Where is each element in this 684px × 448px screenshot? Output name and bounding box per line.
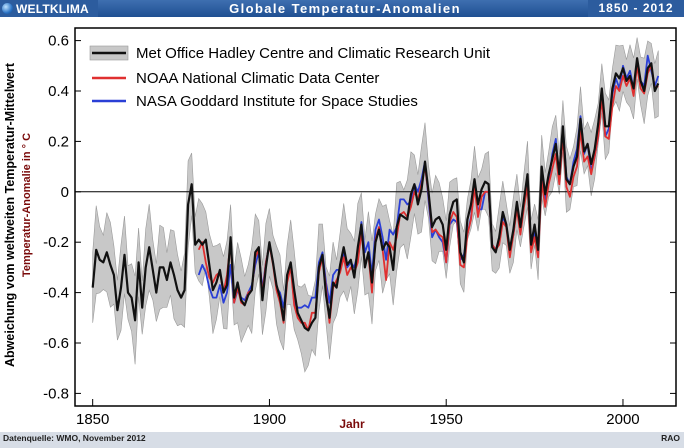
temperature-anomaly-chart: 0.6 0.4 0.2 0 -0.2 -0.4 -0.6 -0.8 1850 1900 1950 20… (3, 27, 677, 431)
y-tick-label: 0 (61, 184, 69, 201)
series-line-hadley (91, 57, 660, 332)
brand-label: WELTKLIMA (16, 1, 89, 16)
x-tick-label: 1950 (430, 411, 463, 428)
y-tick-label: -0.8 (43, 385, 69, 402)
legend-label: NOAA National Climatic Data Center (136, 70, 379, 87)
header-bar (0, 0, 684, 17)
y-tick-label: -0.6 (43, 335, 69, 352)
y-axis-sublabel: Temperatur-Anomalie in ° C (21, 133, 33, 277)
legend-label: NASA Goddard Institute for Space Studies (136, 93, 418, 110)
brand: WELTKLIMA (0, 0, 98, 17)
y-axis-label: Abweichung vom weltweiten Temperatur-Mit… (3, 62, 17, 367)
y-tick-label: -0.2 (43, 234, 69, 251)
footer-bar (0, 432, 684, 448)
x-tick-label: 2000 (606, 411, 639, 428)
y-tick-label: 0.6 (48, 33, 69, 50)
data-source: Datenquelle: WMO, November 2012 (3, 433, 146, 443)
x-axis-label: Jahr (339, 417, 365, 431)
period-label: 1850 - 2012 (588, 0, 684, 17)
y-tick-label: -0.4 (43, 285, 69, 302)
globe-icon (2, 3, 13, 14)
author-label: RAO (661, 433, 680, 443)
page-title: Globale Temperatur-Anomalien (229, 1, 461, 16)
x-tick-label: 1900 (253, 411, 286, 428)
y-tick-label: 0.4 (48, 83, 69, 100)
legend-label: Met Office Hadley Centre and Climatic Re… (136, 45, 491, 62)
x-tick-label: 1850 (76, 411, 109, 428)
y-tick-label: 0.2 (48, 133, 69, 150)
